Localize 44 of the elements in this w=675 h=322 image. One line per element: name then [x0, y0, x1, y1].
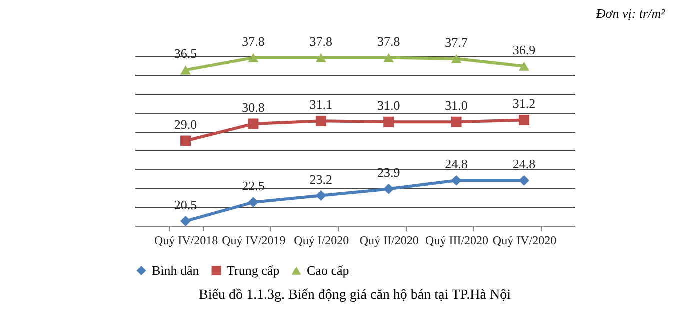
point: [518, 62, 530, 71]
data-label: 24.8: [445, 156, 468, 172]
data-label: 37.8: [242, 34, 265, 49]
point: [518, 114, 530, 126]
point: [384, 116, 394, 128]
data-label: 37.8: [377, 34, 400, 49]
data-label: 31.0: [445, 98, 468, 114]
x-tick-label: Quý IV/2020: [492, 234, 557, 248]
text: Đơn vị: tr/m²: [596, 6, 665, 22]
point: [180, 66, 192, 75]
data-label: 23.9: [377, 165, 400, 180]
legend-label: Trung cấp: [227, 262, 280, 278]
point: [248, 118, 259, 130]
data-label: 31.0: [377, 98, 400, 114]
point: [248, 197, 259, 208]
text: Biểu đồ 1.1.3g. Biến động giá căn hộ bán tại TP.Hà Nội: [199, 288, 512, 303]
data-label: 29.0: [174, 117, 198, 132]
point: [451, 54, 462, 64]
point: [384, 53, 394, 62]
data-label: 37.7: [445, 34, 468, 50]
legend-label: Bình dân: [152, 262, 200, 278]
point: [518, 175, 530, 186]
data-label: 37.8: [310, 34, 333, 49]
point: [248, 53, 259, 62]
x-tick-label: Quý IV/2018: [154, 234, 218, 248]
x-tick-label: Quý III/2020: [426, 234, 489, 248]
point: [316, 190, 326, 202]
point: [451, 116, 462, 128]
data-label: 36.9: [512, 42, 536, 58]
x-tick-label: Quý II/2020: [360, 234, 419, 248]
point: [316, 116, 326, 126]
point: [384, 184, 394, 194]
x-tick-label: Quý IV/2019: [222, 234, 286, 248]
data-label: 31.1: [310, 97, 333, 112]
data-label: 30.8: [242, 100, 265, 115]
legend-label: Cao cấp: [307, 262, 350, 278]
data-label: 23.2: [310, 172, 333, 187]
point: [180, 136, 192, 146]
point: [451, 175, 462, 186]
data-label: 24.8: [512, 156, 536, 172]
point: [180, 216, 192, 227]
data-label: 31.2: [512, 96, 536, 112]
x-tick-label: Quý I/2020: [294, 234, 350, 248]
point: [316, 53, 326, 62]
